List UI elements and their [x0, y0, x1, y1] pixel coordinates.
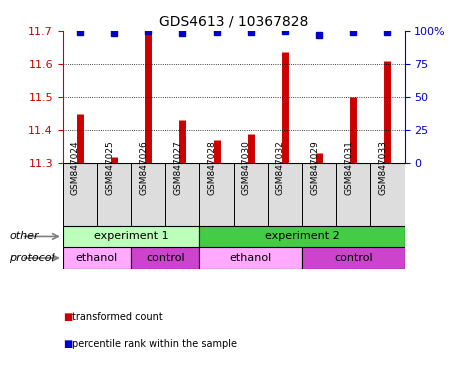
Text: percentile rank within the sample: percentile rank within the sample: [72, 339, 237, 349]
Text: ■: ■: [63, 339, 72, 349]
Text: GSM847029: GSM847029: [310, 141, 319, 195]
Text: transformed count: transformed count: [72, 312, 163, 322]
Text: experiment 2: experiment 2: [265, 232, 339, 242]
Bar: [302, 247, 405, 269]
Text: protocol: protocol: [9, 253, 55, 263]
Bar: [199, 226, 405, 247]
Text: other: other: [9, 232, 39, 242]
Bar: [131, 247, 199, 269]
Text: GSM847030: GSM847030: [242, 141, 251, 195]
Text: GSM847033: GSM847033: [379, 141, 387, 195]
Title: GDS4613 / 10367828: GDS4613 / 10367828: [159, 14, 308, 28]
Text: GSM847027: GSM847027: [173, 141, 182, 195]
Bar: [199, 247, 302, 269]
Text: GSM847032: GSM847032: [276, 141, 285, 195]
Bar: [63, 247, 131, 269]
Text: ethanol: ethanol: [230, 253, 272, 263]
Text: GSM847028: GSM847028: [207, 141, 217, 195]
Text: experiment 1: experiment 1: [94, 232, 168, 242]
Bar: [63, 226, 199, 247]
Text: control: control: [334, 253, 372, 263]
Text: control: control: [146, 253, 185, 263]
Text: GSM847025: GSM847025: [105, 141, 114, 195]
Text: ■: ■: [63, 312, 72, 322]
Text: GSM847031: GSM847031: [344, 141, 353, 195]
Text: GSM847026: GSM847026: [139, 141, 148, 195]
Text: ethanol: ethanol: [76, 253, 118, 263]
Text: GSM847024: GSM847024: [71, 141, 80, 195]
